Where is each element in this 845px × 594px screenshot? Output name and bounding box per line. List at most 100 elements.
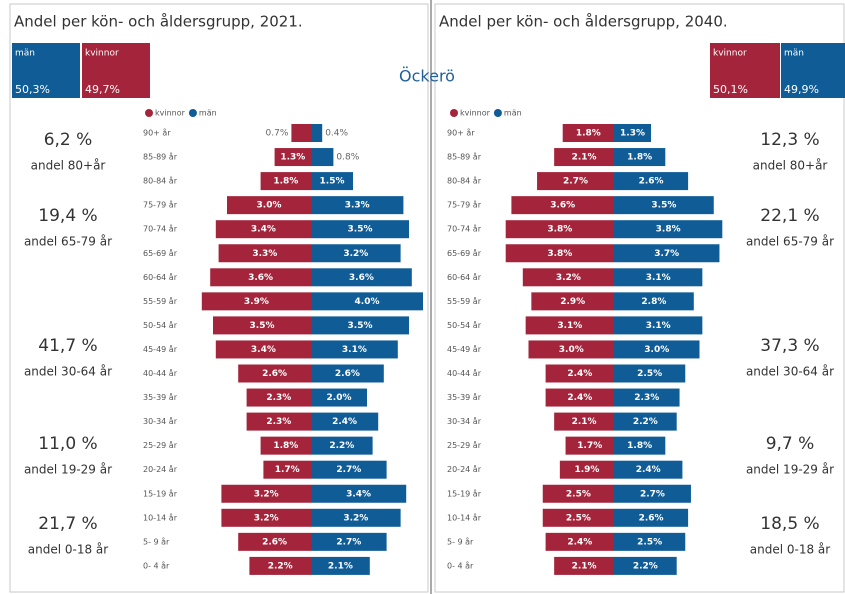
value-label: 2.5% <box>637 369 662 379</box>
value-label: 0.7% <box>266 129 289 139</box>
bar <box>311 268 412 287</box>
category-label: 0- 4 år <box>447 560 474 570</box>
group-share: 37,3 % <box>760 336 819 356</box>
group-name: andel 80+år <box>753 159 828 173</box>
legend-label: män <box>199 109 217 118</box>
category-label: 40-44 år <box>143 368 178 378</box>
group-name: andel 19-29 år <box>24 463 112 477</box>
bar <box>311 388 367 407</box>
bar <box>614 172 689 191</box>
value-label: 3.0% <box>644 345 669 355</box>
total-card-name: män <box>15 49 35 59</box>
bar <box>614 556 677 575</box>
total-card-name: kvinnor <box>85 49 119 59</box>
bar <box>554 412 614 431</box>
bar <box>311 508 401 527</box>
bar <box>311 196 404 215</box>
value-label: 3.2% <box>254 513 279 523</box>
value-label: 3.6% <box>349 273 374 283</box>
total-card <box>82 43 150 98</box>
legend-swatch <box>145 109 153 117</box>
group-share: 21,7 % <box>38 514 97 534</box>
category-label: 65-69 år <box>447 248 482 258</box>
bar <box>614 268 703 287</box>
bar <box>542 508 614 527</box>
bar <box>525 316 614 335</box>
bar <box>201 292 311 311</box>
group-share: 12,3 % <box>760 130 819 150</box>
bar <box>522 268 614 287</box>
bar <box>545 364 614 383</box>
category-label: 50-54 år <box>447 320 482 330</box>
value-label: 2.4% <box>567 369 592 379</box>
value-label: 3.1% <box>646 273 671 283</box>
value-label: 4.0% <box>355 297 380 307</box>
value-label: 2.7% <box>336 537 361 547</box>
bar <box>614 124 652 142</box>
value-label: 2.2% <box>633 561 658 571</box>
bar <box>531 292 614 311</box>
panel-title: Andel per kön- och åldersgrupp, 2021. <box>14 13 303 31</box>
value-label: 2.9% <box>560 297 585 307</box>
value-label: 3.1% <box>557 321 582 331</box>
value-label: 3.9% <box>244 297 269 307</box>
bar <box>260 436 311 455</box>
total-card <box>12 43 80 98</box>
category-label: 80-84 år <box>143 176 178 186</box>
bar <box>554 556 614 575</box>
value-label: 1.5% <box>320 177 345 187</box>
value-label: 3.2% <box>254 489 279 499</box>
bar <box>614 460 683 479</box>
bar <box>614 292 694 311</box>
bar <box>614 196 714 215</box>
bar <box>554 148 614 167</box>
category-label: 85-89 år <box>447 152 482 162</box>
bar <box>246 412 311 431</box>
bar <box>311 220 409 239</box>
total-card-value: 49,7% <box>85 83 120 96</box>
bar <box>249 556 311 575</box>
legend-label: män <box>504 109 522 118</box>
group-share: 18,5 % <box>760 514 819 534</box>
category-label: 5- 9 år <box>447 536 474 546</box>
bar <box>311 364 384 383</box>
bar <box>221 484 311 503</box>
category-label: 60-64 år <box>447 272 482 282</box>
value-label: 1.8% <box>576 129 601 139</box>
bar <box>311 340 398 359</box>
bar <box>311 172 353 191</box>
value-label: 2.3% <box>634 393 659 403</box>
group-name: andel 19-29 år <box>746 463 834 477</box>
bar <box>210 268 311 287</box>
value-label: 2.6% <box>639 177 664 187</box>
category-label: 75-79 år <box>447 200 482 210</box>
category-label: 25-29 år <box>143 440 178 450</box>
category-label: 35-39 år <box>447 392 482 402</box>
bar <box>238 532 311 551</box>
value-label: 2.1% <box>572 153 597 163</box>
category-label: 5- 9 år <box>143 536 170 546</box>
value-label: 1.8% <box>627 441 652 451</box>
category-label: 30-34 år <box>143 416 178 426</box>
value-label: 3.1% <box>646 321 671 331</box>
bar <box>545 388 614 407</box>
value-label: 2.3% <box>266 393 291 403</box>
bar <box>291 124 311 142</box>
category-label: 35-39 år <box>143 392 178 402</box>
category-label: 15-19 år <box>447 488 482 498</box>
group-share: 41,7 % <box>38 336 97 356</box>
category-label: 45-49 år <box>143 344 178 354</box>
total-card-name: män <box>784 49 804 59</box>
value-label: 2.0% <box>327 393 352 403</box>
group-share: 22,1 % <box>760 206 819 226</box>
bar <box>311 556 370 575</box>
place-title: Öckerö <box>399 67 455 86</box>
category-label: 10-14 år <box>143 512 178 522</box>
value-label: 3.3% <box>345 201 370 211</box>
value-label: 3.1% <box>342 345 367 355</box>
group-share: 6,2 % <box>44 130 93 150</box>
value-label: 3.4% <box>346 489 371 499</box>
bar <box>537 172 614 191</box>
value-label: 2.6% <box>262 369 287 379</box>
value-label: 1.9% <box>574 465 599 475</box>
